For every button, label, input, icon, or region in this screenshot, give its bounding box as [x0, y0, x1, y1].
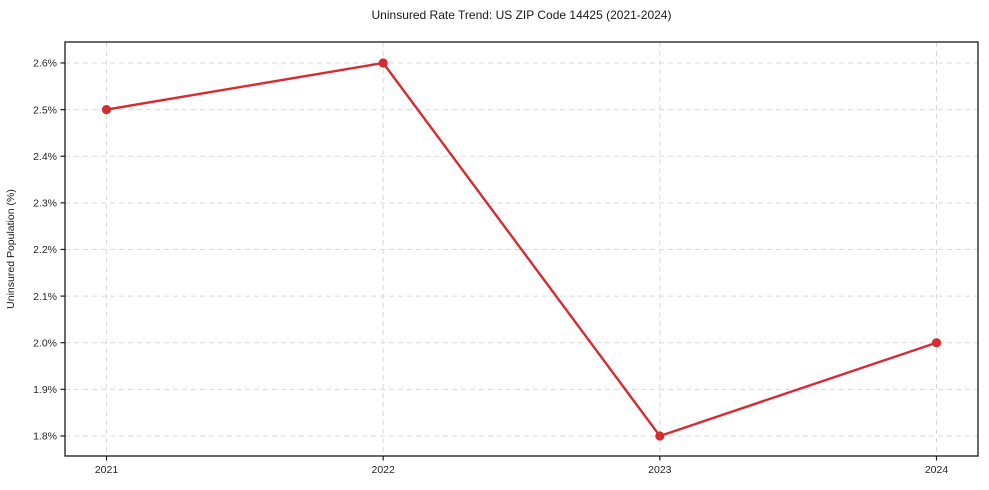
- y-tick-label: 2.4%: [33, 151, 57, 163]
- x-tick-label: 2022: [371, 464, 395, 476]
- y-tick-label: 2.5%: [33, 104, 57, 116]
- y-tick-label: 1.9%: [33, 384, 57, 396]
- trend-line: [105, 61, 938, 438]
- data-point: [655, 431, 665, 441]
- y-tick-label: 2.0%: [33, 337, 57, 349]
- data-point: [931, 338, 942, 348]
- x-tick-label: 2021: [95, 464, 119, 476]
- y-tick-label: 1.8%: [33, 431, 57, 443]
- data-point: [101, 105, 112, 115]
- y-tick-label: 2.1%: [33, 291, 57, 303]
- x-tick-label: 2024: [925, 464, 949, 476]
- y-tick-label: 2.6%: [33, 58, 57, 70]
- y-tick-label: 2.3%: [33, 198, 57, 210]
- data-point: [378, 58, 388, 68]
- y-tick-label: 2.2%: [33, 244, 57, 256]
- chart-title: Uninsured Rate Trend: US ZIP Code 14425 …: [371, 8, 672, 22]
- x-tick-label: 2023: [648, 464, 672, 476]
